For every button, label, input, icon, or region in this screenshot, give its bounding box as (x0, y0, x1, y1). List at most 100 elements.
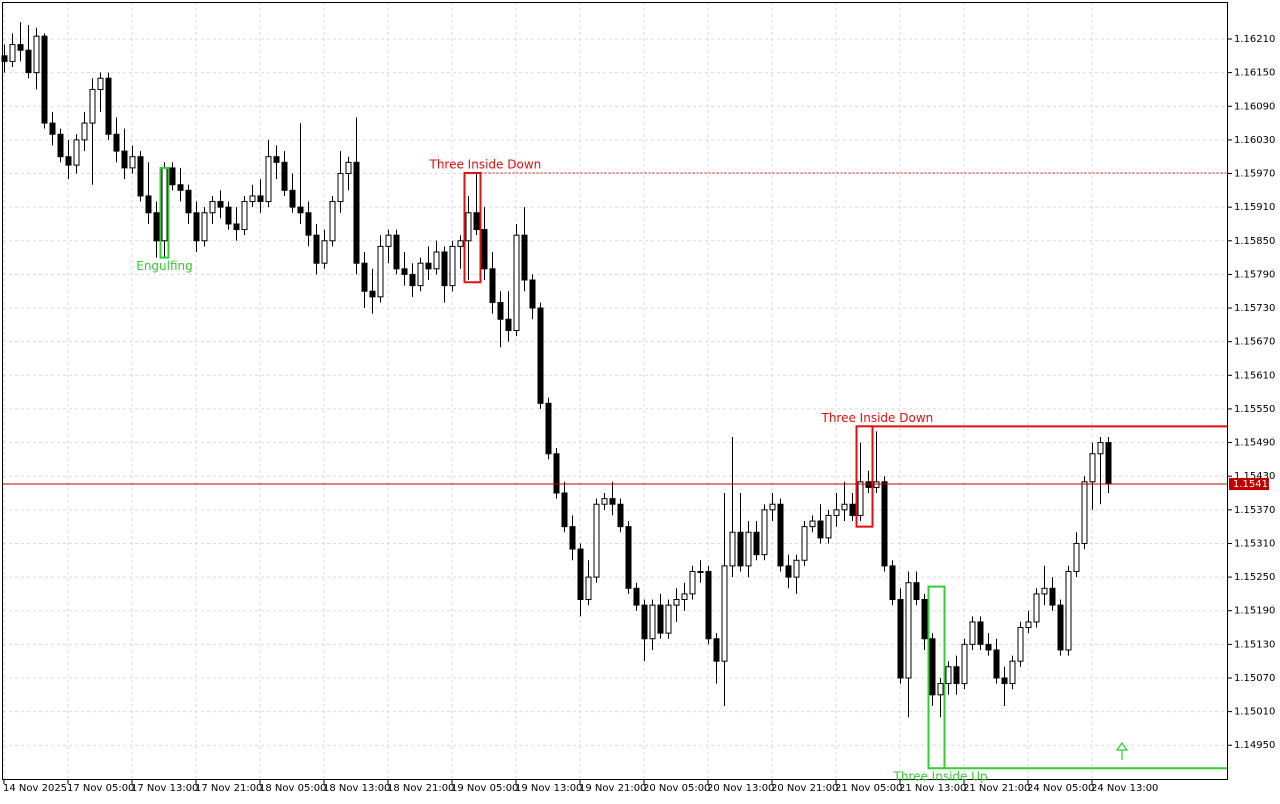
candle-body (337, 173, 344, 203)
candle-body (705, 570, 712, 640)
x-tick-label: 14 Nov 2025 (3, 783, 67, 794)
candle-body (225, 206, 232, 225)
candle-body (1025, 621, 1032, 629)
candle-body (409, 273, 416, 287)
pattern-label: Engulfing (136, 259, 193, 273)
pattern-box (159, 166, 170, 259)
candle-body (9, 44, 16, 62)
candle-body (145, 195, 152, 214)
candle-body (249, 195, 256, 203)
candle-body (185, 189, 192, 214)
candle-body (441, 251, 448, 287)
y-tick-label: 1.14950 (1234, 740, 1275, 751)
candle-body (169, 167, 176, 186)
y-tick-label: 1.16150 (1234, 68, 1275, 79)
pattern-label: Three Inside Down (821, 411, 934, 425)
candle-body (329, 201, 336, 242)
candle-body (1073, 542, 1080, 572)
y-tick-label: 1.15070 (1234, 673, 1275, 684)
candle-body (593, 503, 600, 578)
candle-body (873, 481, 880, 488)
candle-body (449, 245, 456, 287)
y-tick-label: 1.15190 (1234, 606, 1275, 617)
candle-body (905, 582, 912, 679)
candle-body (969, 621, 976, 645)
candle-body (737, 531, 744, 567)
candle-body (137, 156, 144, 197)
candle-body (529, 279, 536, 309)
candle-body (561, 492, 568, 528)
candle-body (569, 526, 576, 550)
candle-body (289, 189, 296, 208)
candle-body (305, 212, 312, 236)
y-tick-label: 1.15310 (1234, 538, 1275, 549)
candle-body (425, 262, 432, 270)
y-tick-label: 1.15730 (1234, 303, 1275, 314)
candle-body (265, 156, 272, 203)
candle-body (1065, 570, 1072, 651)
grid (3, 2, 1228, 780)
candle-body (689, 570, 696, 595)
x-tick-label: 20 Nov 21:00 (771, 783, 838, 794)
candle-body (649, 604, 656, 640)
candle-body (777, 503, 784, 567)
pattern-label: Three Inside Down (429, 157, 542, 171)
x-tick-label: 19 Nov 13:00 (515, 783, 582, 794)
candle-body (81, 122, 88, 141)
pattern-box (855, 425, 874, 528)
candle-body (865, 481, 872, 488)
candle-body (1089, 453, 1096, 483)
candle-body (625, 526, 632, 589)
candle-body (193, 212, 200, 242)
x-tick-label: 18 Nov 21:00 (387, 783, 454, 794)
candle-body (889, 565, 896, 601)
x-tick-label: 18 Nov 05:00 (259, 783, 326, 794)
x-tick-label: 20 Nov 05:00 (643, 783, 710, 794)
candle-body (641, 604, 648, 640)
x-tick-label: 17 Nov 13:00 (131, 783, 198, 794)
candle-body (697, 570, 704, 573)
candle-body (753, 531, 760, 556)
candle-body (417, 262, 424, 287)
buy-arrow (1115, 741, 1129, 760)
y-tick-label: 1.16030 (1234, 135, 1275, 146)
candle-body (537, 307, 544, 404)
candle-body (1081, 481, 1088, 544)
candle-body (729, 531, 736, 567)
candle-body (385, 234, 392, 247)
candle-body (1001, 677, 1008, 685)
candle-body (713, 638, 720, 662)
candle-body (1049, 587, 1056, 606)
candle-body (825, 514, 832, 539)
candle-body (809, 520, 816, 528)
candle-body (953, 666, 960, 685)
candle-body (105, 77, 112, 135)
candle-body (433, 251, 440, 270)
candle-body (473, 212, 480, 231)
candle-body (817, 520, 824, 539)
candle-body (721, 565, 728, 662)
candle-body (217, 201, 224, 208)
candle-body (345, 161, 352, 175)
y-tick-label: 1.15430 (1234, 471, 1275, 482)
candle-body (929, 638, 936, 696)
candle-body (209, 201, 216, 214)
candle-body (401, 268, 408, 275)
y-tick-label: 1.15490 (1234, 438, 1275, 449)
candle-body (793, 559, 800, 578)
candle-body (257, 195, 264, 203)
y-tick-label: 1.16090 (1234, 101, 1275, 112)
candle-body (921, 599, 928, 640)
y-tick-label: 1.15790 (1234, 269, 1275, 280)
x-tick-label: 21 Nov 05:00 (835, 783, 902, 794)
candle-body (1017, 627, 1024, 662)
candle-body (153, 212, 160, 242)
candle-body (1057, 604, 1064, 651)
candle-body (49, 122, 56, 135)
candle-body (601, 498, 608, 505)
candle-body (585, 576, 592, 601)
x-tick-label: 24 Nov 13:00 (1091, 783, 1158, 794)
candle-body (857, 481, 864, 516)
